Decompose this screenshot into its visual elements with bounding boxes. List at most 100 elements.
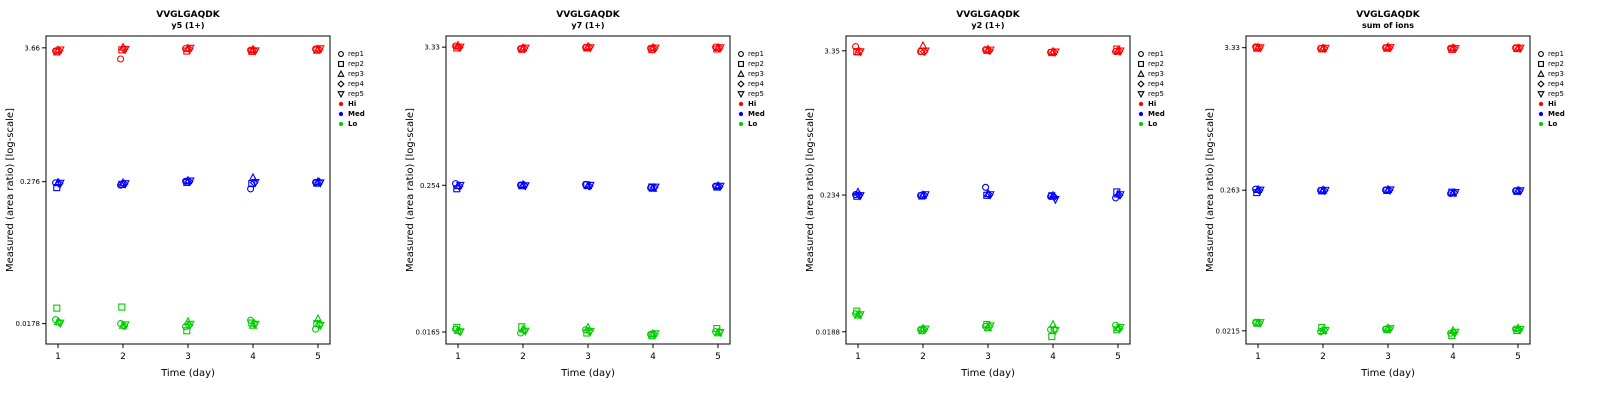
data-point-hi-rep1-day1 [452,42,460,50]
legend-label-Hi: Hi [348,100,356,108]
legend-label-Hi: Hi [1548,100,1556,108]
data-point-hi-rep4-day3 [1384,43,1394,53]
legend-label-Hi: Hi [1148,100,1156,108]
data-point-med-rep1-day4 [247,185,255,193]
circle-marker [1538,51,1544,57]
x-tick-label: 1 [455,352,461,362]
chart-subtitle: y5 (1+) [171,21,204,30]
square-marker [1138,61,1144,67]
data-point-med-rep5-day4 [251,179,260,188]
data-point-med-rep5-day2 [521,182,530,191]
data-point-hi-rep5-day4 [651,44,660,53]
data-point-lo-rep4-day3 [184,320,194,330]
circle-marker [338,111,344,117]
data-point-lo-rep4-day1 [854,309,864,319]
legend-label-rep2: rep2 [1548,60,1564,68]
legend-label-rep3: rep3 [748,70,764,78]
square-marker [738,61,744,67]
data-point-hi-rep4-day2 [1319,44,1329,53]
data-point-med-rep4-day1 [854,190,864,200]
diamond-marker [337,80,345,88]
data-point-lo-rep2-day4 [248,319,256,327]
chart-panel-3: VVGLGAQDK sum of ions 3.33 0.263 0.0215 1 2 3 4 5… [1200,0,1600,400]
triangle-up-marker [337,69,345,77]
data-point-lo-rep4-day3 [1384,324,1394,334]
chart-subtitle: sum of ions [1362,21,1414,30]
circle-marker [738,51,744,57]
triangle-up-marker [1537,69,1545,77]
x-tick-label: 4 [1050,352,1056,362]
data-point-lo-rep5-day1 [456,328,465,337]
data-point-hi-rep4-day2 [919,47,929,56]
circle-marker [338,51,344,57]
data-point-lo-rep5-day2 [521,327,530,336]
circle-marker [338,101,344,107]
data-point-med-rep5-day4 [1451,188,1460,198]
chart-title: VVGLGAQDK [1356,10,1421,20]
x-tick-label: 3 [185,352,191,362]
data-point-med-rep4-day2 [119,179,129,189]
legend-label-rep5: rep5 [1148,90,1164,98]
data-point-med-rep4-day5 [1114,190,1124,200]
data-point-med-rep5-day3 [1386,186,1395,195]
legend-label-rep1: rep1 [1548,50,1564,58]
data-point-hi-rep5-day5 [716,44,725,53]
data-point-lo-rep5-day4 [251,320,260,330]
x-tick-label: 1 [1255,352,1261,362]
data-point-med-rep5-day5 [1516,187,1525,196]
data-point-med-rep5-day3 [586,181,595,191]
x-axis-label: Time (day) [560,368,615,379]
data-point-lo-rep4-day2 [1319,325,1329,335]
chart-title: VVGLGAQDK [556,10,621,20]
legend-label-Lo: Lo [1148,120,1157,128]
square-marker [338,61,344,67]
triangle-down-marker [1137,91,1145,99]
circle-marker [1538,121,1544,127]
data-point-lo-rep5-day5 [1116,323,1125,333]
data-point-hi-rep5-day1 [856,48,865,57]
data-point-lo-rep2-day3 [183,327,191,335]
data-point-lo-rep4-day3 [984,322,994,331]
x-tick-label: 5 [315,352,321,362]
x-axis-label: Time (day) [960,368,1015,379]
chart-panel-1: VVGLGAQDK y7 (1+) 3.33 0.254 0.0165 1 2 3 4 5 Time… [400,0,800,400]
data-point-med-rep1-day3 [982,183,990,191]
data-point-lo-rep5-day4 [651,330,660,339]
data-point-lo-rep5-day1 [856,311,865,320]
x-tick-label: 2 [920,352,926,362]
legend-label-rep2: rep2 [348,60,364,68]
legend-label-Lo: Lo [1548,120,1557,128]
data-point-hi-rep4-day5 [714,43,724,53]
data-point-lo-rep2-day5 [313,320,321,328]
data-point-hi-rep5-day4 [1051,48,1060,57]
circle-marker [1538,101,1544,107]
diamond-marker [737,80,745,88]
data-point-lo-rep4-day1 [54,318,64,327]
y-axis-label: Measured (area ratio) [log-scale] [5,108,16,272]
legend-label-rep3: rep3 [1148,70,1164,78]
data-point-lo-rep5-day2 [1321,326,1330,336]
y-tick-label: 0.254 [420,182,441,190]
legend-label-rep4: rep4 [748,80,764,88]
x-tick-label: 1 [855,352,861,362]
x-tick-label: 4 [250,352,256,362]
data-point-hi-rep5-day2 [121,45,130,55]
y-axis-label: Measured (area ratio) [log-scale] [1205,108,1216,272]
diamond-marker [1137,80,1145,88]
circle-marker [338,121,344,127]
y-tick-label: 0.0165 [416,329,441,337]
triangle-down-marker [1537,91,1545,99]
triangle-up-marker [737,69,745,77]
data-point-lo-rep5-day2 [121,321,130,330]
data-point-hi-rep1-day1 [852,43,860,51]
y-tick-label: 0.0215 [1216,327,1241,335]
legend-label-rep3: rep3 [1548,70,1564,78]
data-point-hi-rep4-day3 [984,46,994,55]
data-point-hi-rep5-day2 [521,44,530,53]
data-point-hi-rep4-day1 [54,46,64,56]
x-tick-label: 5 [1115,352,1121,362]
data-point-hi-rep5-day1 [56,46,65,55]
triangle-up-marker [1137,69,1145,77]
